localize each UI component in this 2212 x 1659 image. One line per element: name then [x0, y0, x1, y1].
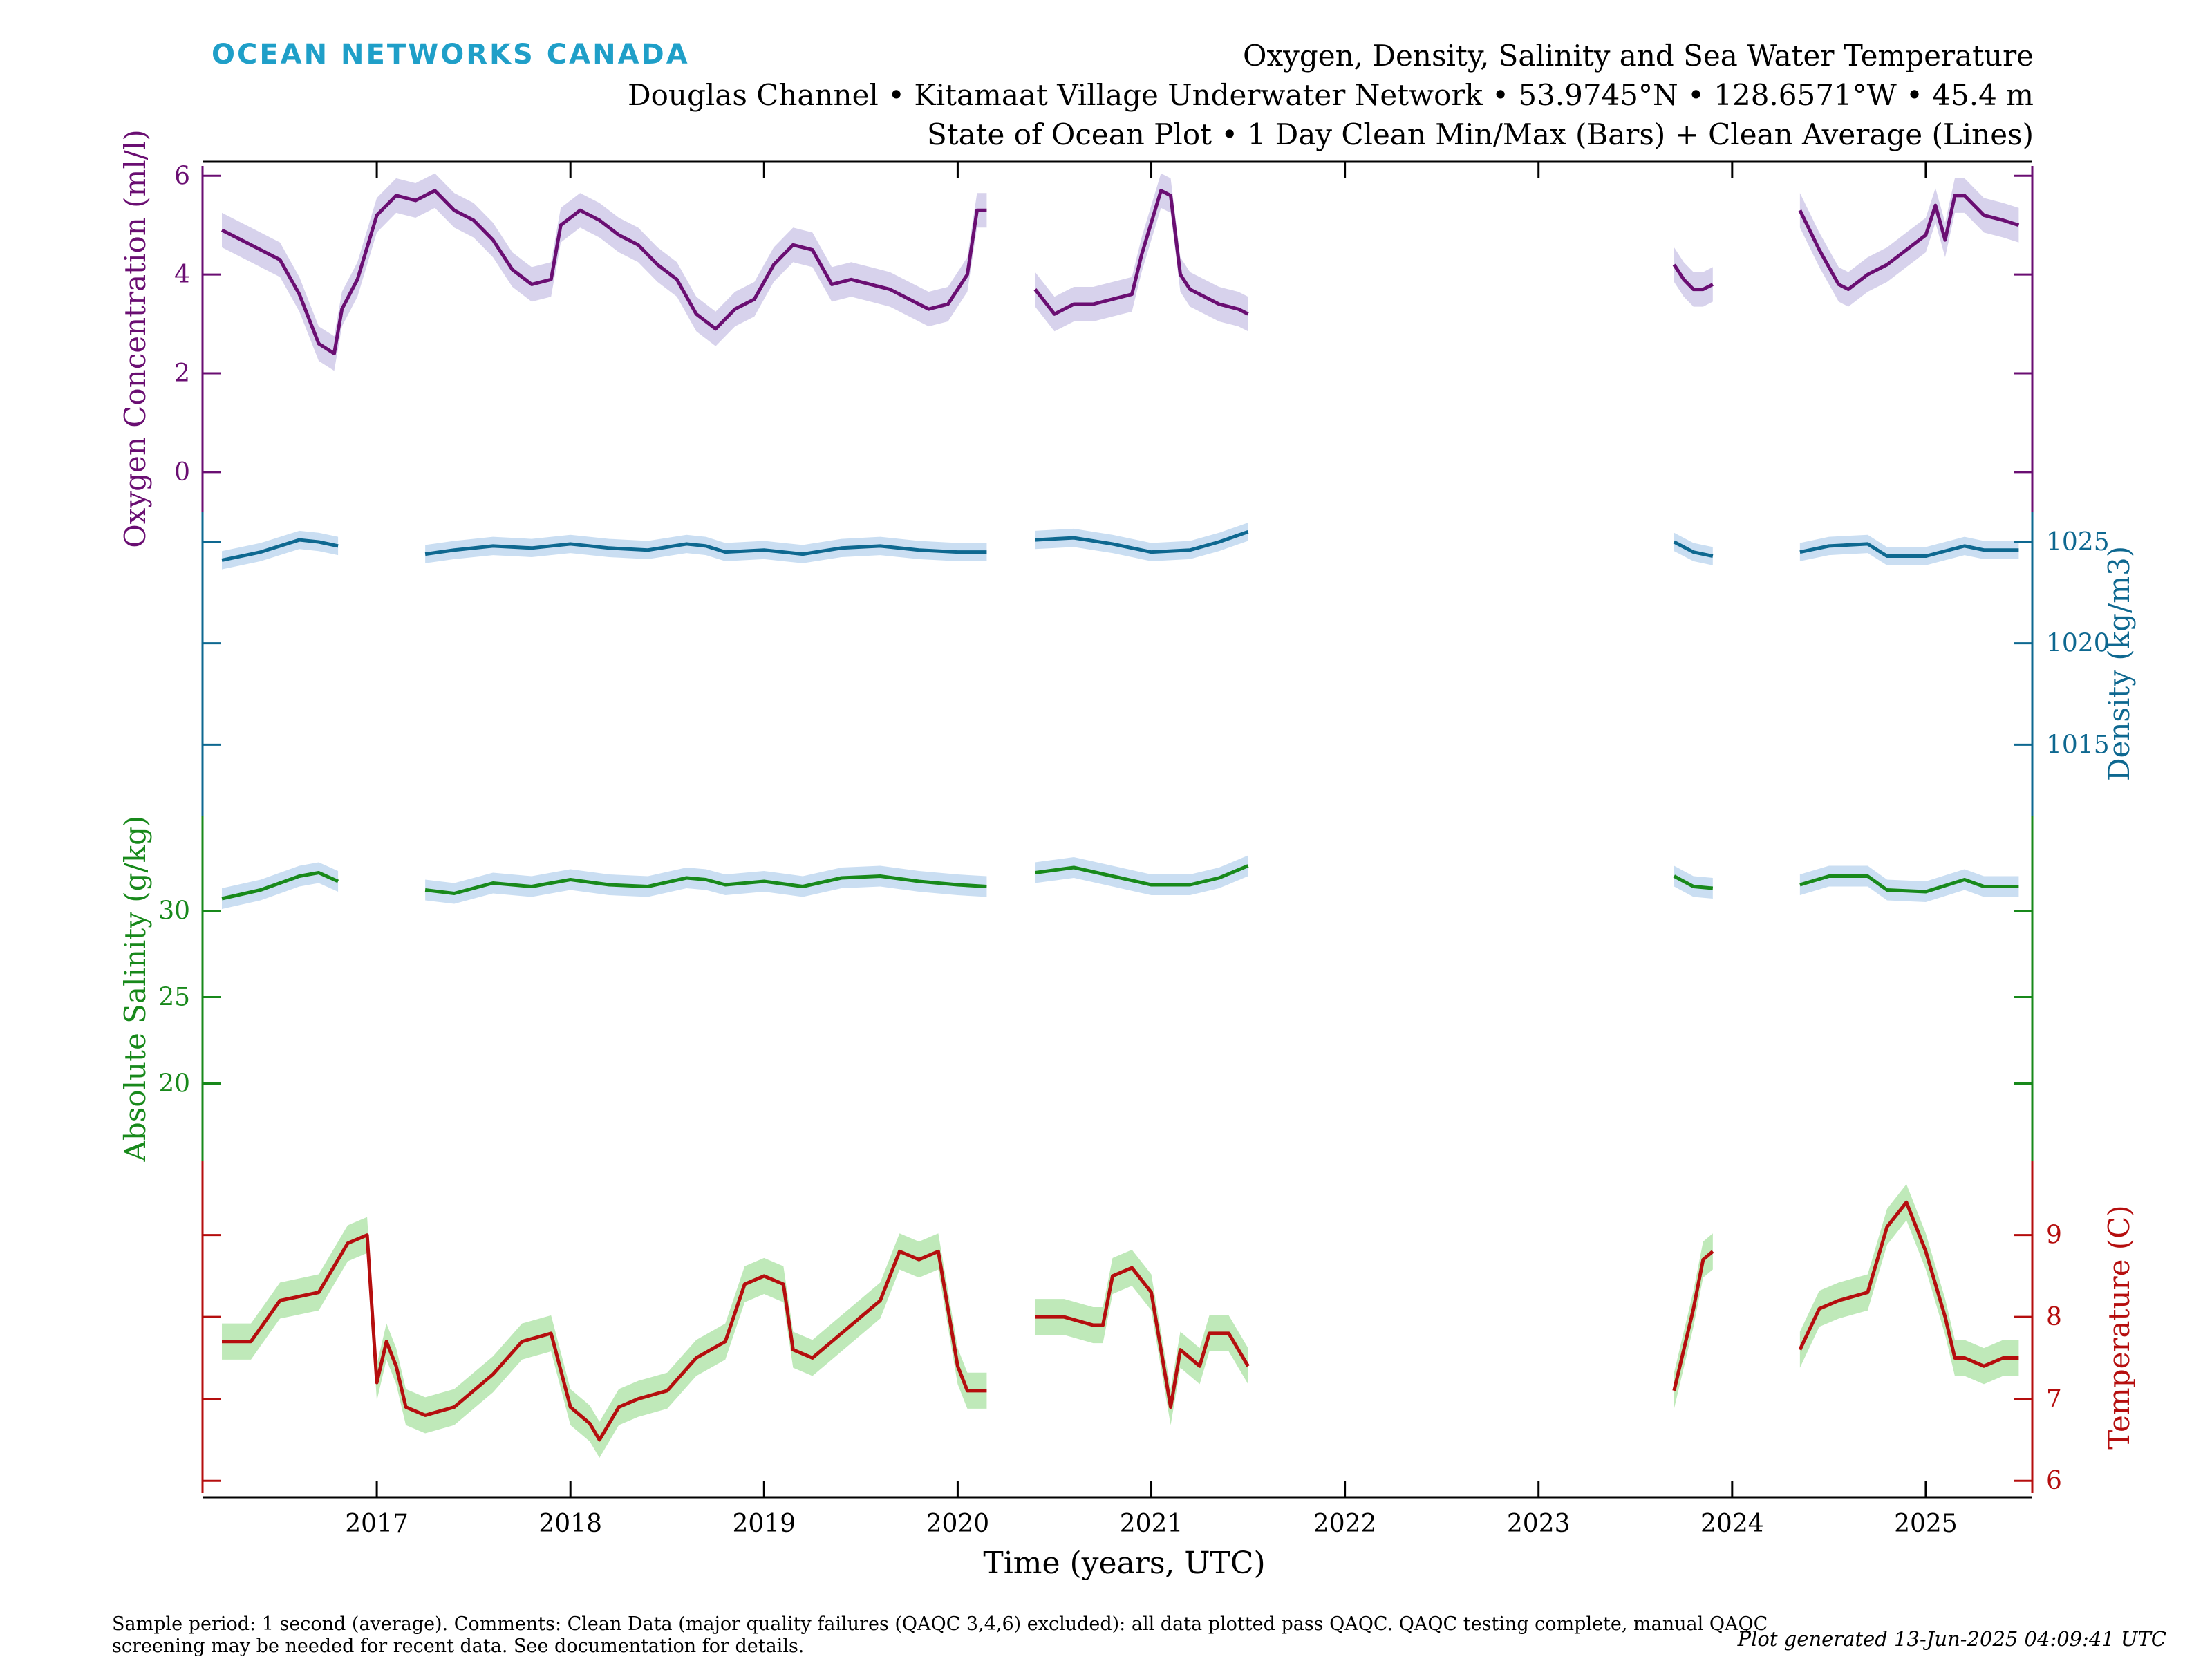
line-temperature-0	[222, 1233, 987, 1442]
line-density-4	[1799, 542, 2019, 559]
band-density-0	[222, 530, 339, 570]
band-salinity-1	[425, 865, 987, 904]
chart-subtitle-method: State of Ocean Plot • 1 Day Clean Min/Ma…	[926, 118, 2034, 151]
xtick-label-7: 2024	[1700, 1510, 1764, 1538]
ylabel-density: Density (kg/m3)	[2102, 546, 2136, 781]
ylabel-salinity: Absolute Salinity (g/kg)	[118, 816, 152, 1163]
average-lines	[221, 189, 2020, 1442]
band-salinity-3	[1674, 865, 1713, 899]
line-temperature-1	[1035, 1266, 1250, 1409]
generation-stamp: Plot generated 13-Jun-2025 04:09:41 UTC	[1737, 1627, 2166, 1651]
line-oxygen-0	[221, 189, 987, 355]
band-oxygen-3	[1799, 178, 2019, 307]
xtick-label-0: 2017	[345, 1510, 409, 1538]
ytick-label-oxygen-3: 6	[174, 162, 190, 190]
chart-title-block: Oxygen, Density, Salinity and Sea Water …	[628, 36, 2034, 154]
ytick-label-salinity-1: 25	[158, 984, 190, 1012]
band-density-2	[1035, 523, 1248, 561]
line-oxygen-1	[1033, 189, 1249, 316]
ylabel-temperature: Temperature (C)	[2102, 1205, 2136, 1449]
ytick-label-oxygen-1: 2	[174, 359, 190, 388]
ytick-label-density-0: 1015	[2046, 731, 2110, 759]
xtick-label-2: 2019	[732, 1510, 796, 1538]
xtick-label-6: 2023	[1507, 1510, 1571, 1538]
footnote: Sample period: 1 second (average). Comme…	[112, 1613, 1768, 1657]
line-oxygen-3	[1798, 194, 2020, 292]
band-oxygen-2	[1674, 247, 1713, 307]
chart-title: Oxygen, Density, Salinity and Sea Water …	[1243, 39, 2034, 73]
ylabel-oxygen: Oxygen Concentration (ml/l)	[118, 129, 152, 548]
ytick-label-temperature-1: 7	[2046, 1385, 2062, 1414]
ytick-label-density-2: 1025	[2046, 528, 2110, 556]
ytick-label-density-1: 1020	[2046, 630, 2110, 658]
chart-subtitle-location: Douglas Channel • Kitamaat Village Under…	[627, 78, 2034, 112]
xtick-label-8: 2025	[1894, 1510, 1958, 1538]
xtick-label-5: 2022	[1313, 1510, 1377, 1538]
min-max-bands	[222, 173, 2019, 1459]
ytick-label-salinity-2: 30	[158, 897, 190, 926]
xtick-label-4: 2021	[1120, 1510, 1183, 1538]
line-salinity-4	[1799, 874, 2019, 894]
line-density-2	[1035, 529, 1249, 554]
band-temperature-0	[222, 1217, 987, 1459]
x-axis-label: Time (years, UTC)	[983, 1546, 1265, 1581]
line-temperature-2	[1672, 1250, 1714, 1391]
line-oxygen-2	[1672, 263, 1714, 292]
band-temperature-1	[1035, 1250, 1248, 1425]
ytick-label-temperature-3: 9	[2046, 1221, 2062, 1250]
band-salinity-4	[1799, 865, 2019, 902]
line-salinity-1	[424, 874, 987, 895]
band-salinity-0	[222, 862, 339, 909]
band-density-3	[1674, 532, 1713, 565]
ytick-label-temperature-2: 8	[2046, 1303, 2062, 1331]
ytick-label-temperature-0: 6	[2046, 1467, 2062, 1495]
band-salinity-2	[1035, 855, 1248, 895]
band-temperature-2	[1674, 1233, 1713, 1409]
brand-logo: OCEAN NETWORKS CANADA	[212, 39, 690, 71]
line-salinity-0	[221, 871, 339, 901]
line-salinity-3	[1673, 874, 1714, 890]
line-density-1	[424, 542, 987, 556]
ytick-label-salinity-0: 20	[158, 1070, 190, 1098]
line-salinity-2	[1035, 864, 1249, 887]
axes: 0 2 4 6 Oxygen Concentration (ml/l) 1015 1020 1…	[118, 129, 2136, 1581]
ytick-label-oxygen-0: 0	[174, 458, 190, 487]
line-density-3	[1673, 540, 1714, 558]
band-temperature-3	[1799, 1184, 2019, 1385]
xtick-label-1: 2018	[538, 1510, 602, 1538]
xtick-label-3: 2020	[926, 1510, 990, 1538]
line-temperature-3	[1798, 1200, 2019, 1368]
band-density-4	[1799, 534, 2019, 565]
band-oxygen-0	[222, 173, 987, 371]
ytick-label-oxygen-2: 4	[174, 261, 190, 289]
line-density-0	[221, 538, 339, 562]
band-density-1	[425, 534, 987, 563]
